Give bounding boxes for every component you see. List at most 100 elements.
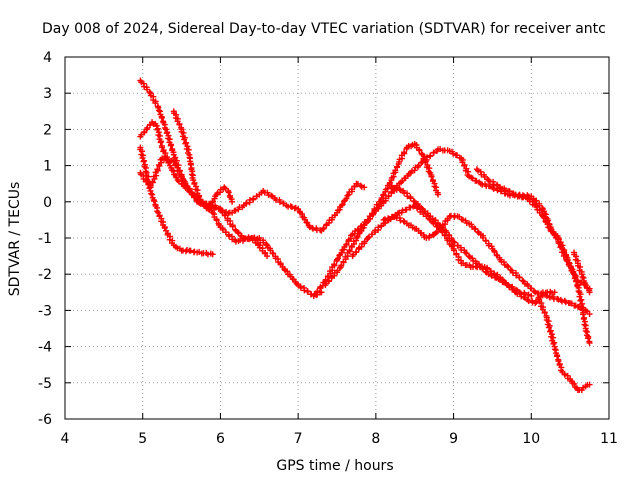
data-point-marker (338, 249, 345, 256)
x-tick-label: 6 (216, 431, 225, 447)
series-track-10 (380, 212, 593, 318)
data-point-marker (181, 136, 188, 143)
data-point-marker (581, 321, 588, 328)
series-track-5 (170, 108, 236, 213)
data-point-marker (346, 247, 353, 254)
data-point-marker (209, 251, 216, 258)
data-point-marker (579, 273, 586, 280)
data-point-marker (550, 334, 557, 341)
x-tick-label: 4 (61, 431, 70, 447)
data-point-marker (158, 114, 165, 121)
data-point-marker (284, 268, 291, 275)
data-point-marker (163, 126, 170, 133)
data-point-marker (454, 242, 461, 249)
series-track-4 (137, 155, 368, 234)
data-point-marker (552, 346, 559, 353)
data-point-marker (541, 309, 548, 316)
data-point-marker (157, 139, 164, 146)
axis-ticks: 4 5 6 7 8 9 10 11 -6 -5 -4 -3 -2 -1 0 1 2 3 4 (38, 50, 618, 447)
data-point-marker (207, 202, 214, 209)
series-track-9 (388, 184, 535, 299)
data-point-marker (532, 300, 539, 307)
data-point-marker (404, 193, 411, 200)
data-point-marker (250, 195, 257, 202)
data-point-marker (586, 311, 593, 318)
data-point-marker (423, 154, 430, 161)
data-point-marker (491, 248, 498, 255)
data-point-marker (555, 240, 562, 247)
y-tick-label: -4 (38, 340, 52, 356)
data-point-marker (212, 204, 219, 211)
data-point-marker (167, 142, 174, 149)
data-point-marker (304, 288, 311, 295)
data-point-marker (264, 253, 271, 260)
data-point-marker (183, 139, 190, 146)
data-point-marker (544, 217, 551, 224)
data-point-marker (200, 201, 207, 208)
data-point-marker (151, 198, 158, 205)
data-point-marker (465, 253, 472, 260)
grid (65, 57, 609, 419)
data-point-marker (430, 149, 437, 156)
data-point-marker (571, 380, 578, 387)
x-axis-label: GPS time / hours (276, 458, 393, 474)
data-point-marker (357, 182, 364, 189)
data-point-marker (343, 241, 350, 248)
data-point-marker (435, 191, 442, 198)
data-point-marker (358, 228, 365, 235)
data-point-marker (229, 198, 236, 205)
data-point-marker (485, 242, 492, 249)
data-point-marker (427, 152, 434, 159)
data-point-marker (580, 311, 587, 318)
data-point-marker (585, 335, 592, 342)
data-point-marker (229, 236, 236, 243)
data-point-marker (550, 229, 557, 236)
data-point-marker (385, 215, 392, 222)
data-point-marker (586, 289, 593, 296)
data-point-marker (469, 255, 476, 262)
y-axis-label: SDTVAR / TECUs (7, 182, 23, 297)
y-tick-label: 2 (43, 122, 52, 138)
data-point-marker (530, 196, 537, 203)
data-point-marker (573, 278, 580, 285)
data-point-marker (232, 207, 239, 214)
data-point-marker (562, 299, 569, 306)
data-point-marker (416, 147, 423, 154)
x-tick-label: 7 (294, 431, 303, 447)
data-point-marker (545, 318, 552, 325)
y-tick-label: 0 (43, 195, 52, 211)
data-point-marker (564, 258, 571, 265)
x-tick-label: 8 (371, 431, 380, 447)
series-track-11 (473, 166, 593, 346)
data-point-marker (528, 292, 535, 299)
data-point-marker (343, 195, 350, 202)
data-point-marker (504, 262, 511, 269)
y-tick-label: 1 (43, 159, 52, 175)
data-point-marker (576, 293, 583, 300)
data-point-marker (488, 272, 495, 279)
x-tick-label: 10 (522, 431, 540, 447)
data-point-marker (519, 277, 526, 284)
data-point-marker (554, 235, 561, 242)
y-tick-label: -1 (38, 231, 52, 247)
chart-title: Day 008 of 2024, Sidereal Day-to-day VTE… (42, 21, 606, 37)
data-points (137, 77, 593, 394)
data-point-marker (140, 158, 147, 165)
series-track-13 (571, 249, 593, 296)
data-point-marker (547, 327, 554, 334)
data-point-marker (213, 217, 220, 224)
data-point-marker (539, 205, 546, 212)
data-point-marker (338, 202, 345, 209)
data-point-marker (516, 274, 523, 281)
data-point-marker (331, 261, 338, 268)
data-point-marker (334, 256, 340, 263)
data-point-marker (152, 100, 159, 107)
data-point-marker (586, 381, 593, 388)
data-point-marker (155, 107, 162, 114)
data-point-marker (554, 353, 561, 360)
data-point-marker (196, 193, 203, 200)
data-point-marker (426, 233, 433, 240)
data-point-marker (407, 204, 414, 211)
y-tick-label: -3 (38, 303, 52, 319)
data-point-marker (482, 237, 489, 244)
